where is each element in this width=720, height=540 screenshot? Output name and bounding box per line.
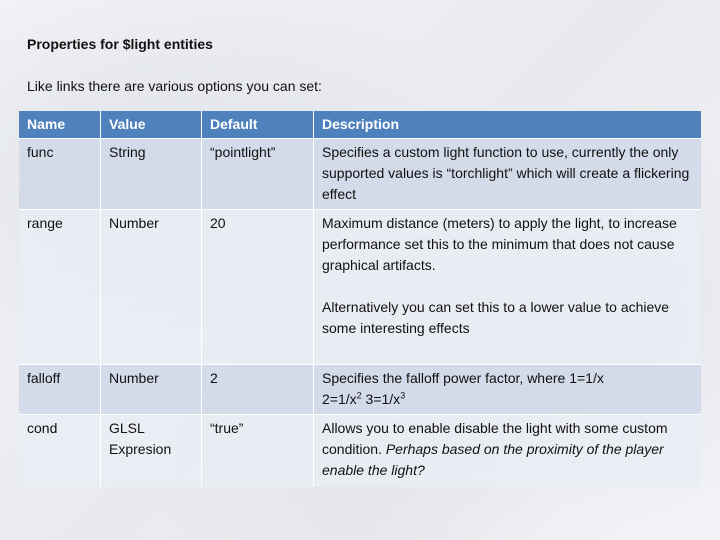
cell-description: Specifies a custom light function to use… bbox=[313, 138, 701, 210]
properties-table: Name Value Default Description func Stri… bbox=[19, 111, 701, 487]
cell-name: falloff bbox=[19, 364, 101, 415]
cell-name: cond bbox=[19, 414, 101, 487]
cell-name: range bbox=[19, 209, 101, 365]
intro-text: Like links there are various options you… bbox=[27, 78, 322, 94]
falloff-desc-a: Specifies the falloff power factor, wher… bbox=[322, 370, 604, 386]
table-row-range: range Number 20 Maximum distance (meters… bbox=[19, 209, 701, 365]
cell-description: Specifies the falloff power factor, wher… bbox=[313, 364, 701, 415]
falloff-sup-2: 3 bbox=[400, 390, 406, 401]
slide-title: Properties for $light entities bbox=[27, 36, 213, 52]
table-row-falloff: falloff Number 2 Specifies the falloff p… bbox=[19, 364, 701, 415]
description-paragraph-2: Alternatively you can set this to a lowe… bbox=[322, 299, 670, 336]
cell-value: GLSL Expresion bbox=[100, 414, 202, 487]
header-name: Name bbox=[19, 111, 101, 139]
cell-default: 2 bbox=[201, 364, 314, 415]
cell-default: “true” bbox=[201, 414, 314, 487]
description-paragraph-1: Maximum distance (meters) to apply the l… bbox=[322, 215, 677, 273]
falloff-desc-b: 2=1/x bbox=[322, 391, 357, 407]
cell-name: func bbox=[19, 138, 101, 210]
header-description: Description bbox=[313, 111, 701, 139]
table-row-func: func String “pointlight” Specifies a cus… bbox=[19, 138, 701, 210]
table-row-cond: cond GLSL Expresion “true” Allows you to… bbox=[19, 414, 701, 487]
cell-value: Number bbox=[100, 209, 202, 365]
cell-description: Allows you to enable disable the light w… bbox=[313, 414, 701, 487]
table-header-row: Name Value Default Description bbox=[19, 111, 701, 139]
falloff-desc-c: 3=1/x bbox=[361, 391, 401, 407]
cond-desc-italic: Perhaps based on the proximity of the pl… bbox=[322, 441, 664, 478]
cell-value: String bbox=[100, 138, 202, 210]
cell-value: Number bbox=[100, 364, 202, 415]
header-value: Value bbox=[100, 111, 202, 139]
cell-default: “pointlight” bbox=[201, 138, 314, 210]
cell-default: 20 bbox=[201, 209, 314, 365]
header-default: Default bbox=[201, 111, 314, 139]
cell-description: Maximum distance (meters) to apply the l… bbox=[313, 209, 701, 365]
cond-desc: Allows you to enable disable the light w… bbox=[322, 420, 668, 457]
falloff-sup-1: 2 bbox=[356, 390, 362, 401]
